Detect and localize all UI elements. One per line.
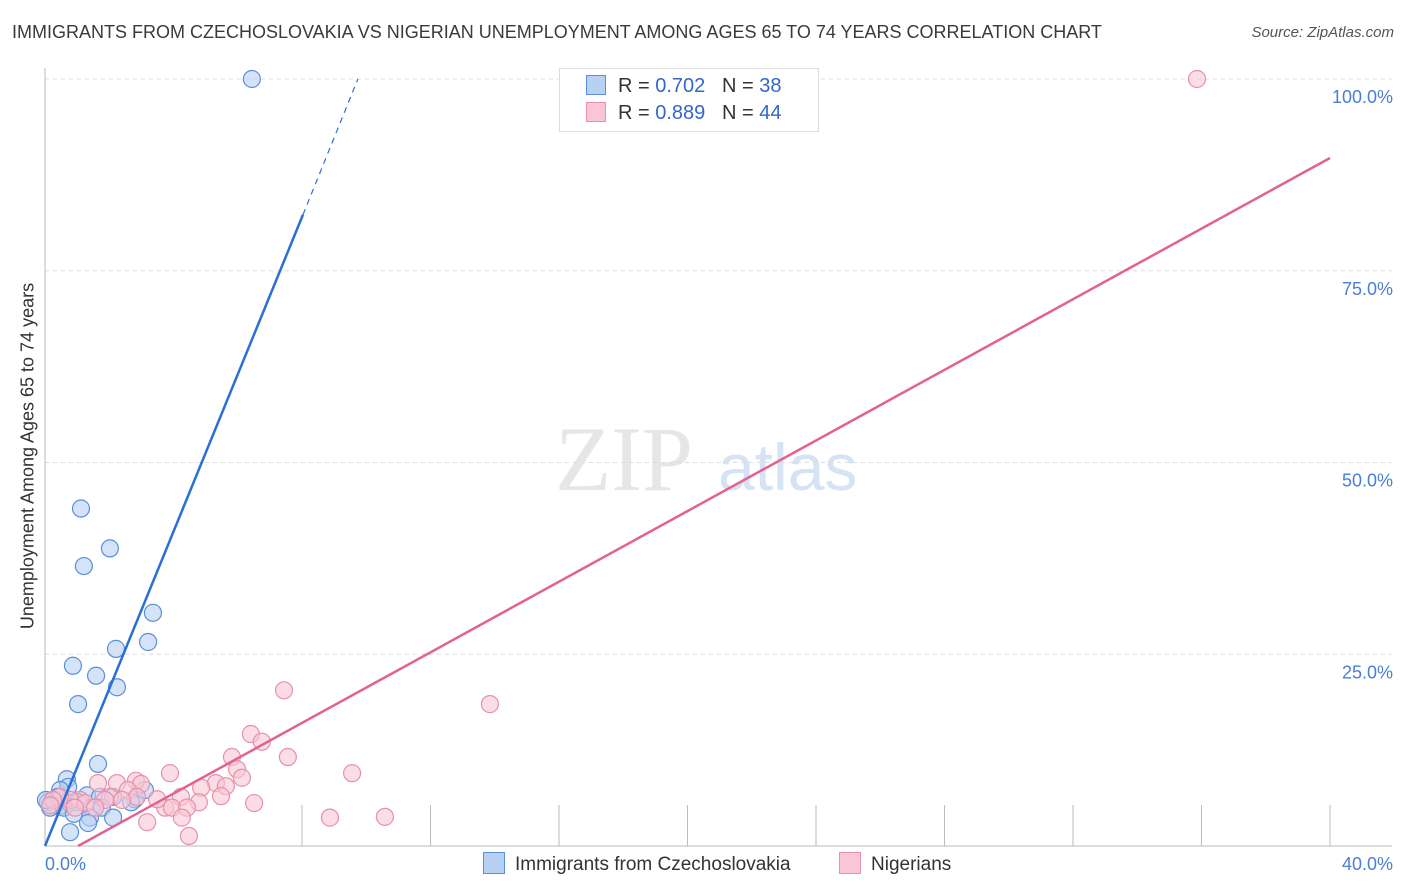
n-label: N = [721, 102, 754, 124]
bottom-legend-czechoslovakia: Immigrants from Czechoslovakia [483, 852, 791, 876]
point-czechoslovakia [100, 539, 119, 558]
x-tick-label: 0.0% [45, 854, 86, 874]
series-name: Nigerians [871, 854, 952, 875]
point-czechoslovakia [88, 754, 108, 774]
legend: R = 0.702 N = 38 R = 0.889 N = 44 [559, 68, 819, 132]
point-czechoslovakia [68, 695, 88, 714]
point-czechoslovakia [139, 632, 158, 652]
r-value: 0.702 [655, 75, 706, 97]
legend-swatch-pink [839, 852, 861, 874]
legend-swatch-pink [586, 102, 606, 122]
legend-swatch-blue [483, 852, 505, 874]
point-nigerians [179, 826, 199, 846]
chart-source: Source: ZipAtlas.com [1251, 24, 1394, 41]
y-tick-label: 50.0% [1342, 471, 1393, 491]
legend-row-nigerians: R = 0.889 N = 44 [586, 102, 781, 125]
trend-line-extension [302, 78, 359, 215]
r-value: 0.889 [655, 102, 706, 124]
point-nigerians [127, 787, 146, 807]
point-nigerians [211, 787, 231, 806]
point-czechoslovakia [78, 813, 98, 833]
point-nigerians [480, 695, 500, 714]
r-label: R = [618, 102, 650, 124]
point-nigerians [375, 807, 394, 826]
trend-line-nigerians [77, 156, 1331, 848]
point-czechoslovakia [143, 603, 163, 622]
point-czechoslovakia [86, 666, 106, 685]
point-nigerians [278, 747, 297, 767]
y-tick-label: 25.0% [1342, 662, 1393, 682]
point-nigerians [172, 808, 191, 827]
watermark-zip: ZIP [555, 408, 693, 510]
point-czechoslovakia [242, 69, 261, 89]
point-nigerians [245, 793, 264, 813]
series-name: Immigrants from Czechoslovakia [515, 854, 791, 875]
point-nigerians [112, 790, 132, 810]
point-nigerians [88, 774, 108, 793]
r-label: R = [618, 75, 650, 97]
point-czechoslovakia [60, 823, 80, 842]
point-nigerians [41, 796, 60, 815]
y-tick-label: 75.0% [1342, 279, 1393, 299]
point-czechoslovakia [63, 656, 83, 675]
bottom-legend-nigerians: Nigerians [839, 852, 951, 876]
x-tick-label: 40.0% [1342, 854, 1393, 874]
legend-row-czechoslovakia: R = 0.702 N = 38 [586, 75, 781, 98]
point-czechoslovakia [71, 499, 91, 518]
n-label: N = [721, 75, 754, 97]
legend-swatch-blue [586, 75, 606, 95]
point-nigerians [138, 813, 157, 832]
point-nigerians [320, 808, 340, 827]
y-tick-label: 100.0% [1332, 87, 1393, 107]
point-nigerians [274, 681, 294, 700]
point-nigerians [1187, 69, 1207, 89]
trend-line-czechoslovakia [43, 214, 305, 847]
point-czechoslovakia [74, 556, 93, 576]
chart-title: IMMIGRANTS FROM CZECHOSLOVAKIA VS NIGERI… [12, 22, 1102, 42]
watermark-atlas: atlas [718, 430, 857, 504]
point-nigerians [232, 768, 252, 787]
point-nigerians [343, 764, 362, 783]
point-nigerians [65, 798, 84, 817]
n-value: 38 [759, 75, 782, 97]
n-value: 44 [759, 102, 782, 124]
point-nigerians [86, 798, 105, 817]
point-nigerians [160, 764, 180, 783]
